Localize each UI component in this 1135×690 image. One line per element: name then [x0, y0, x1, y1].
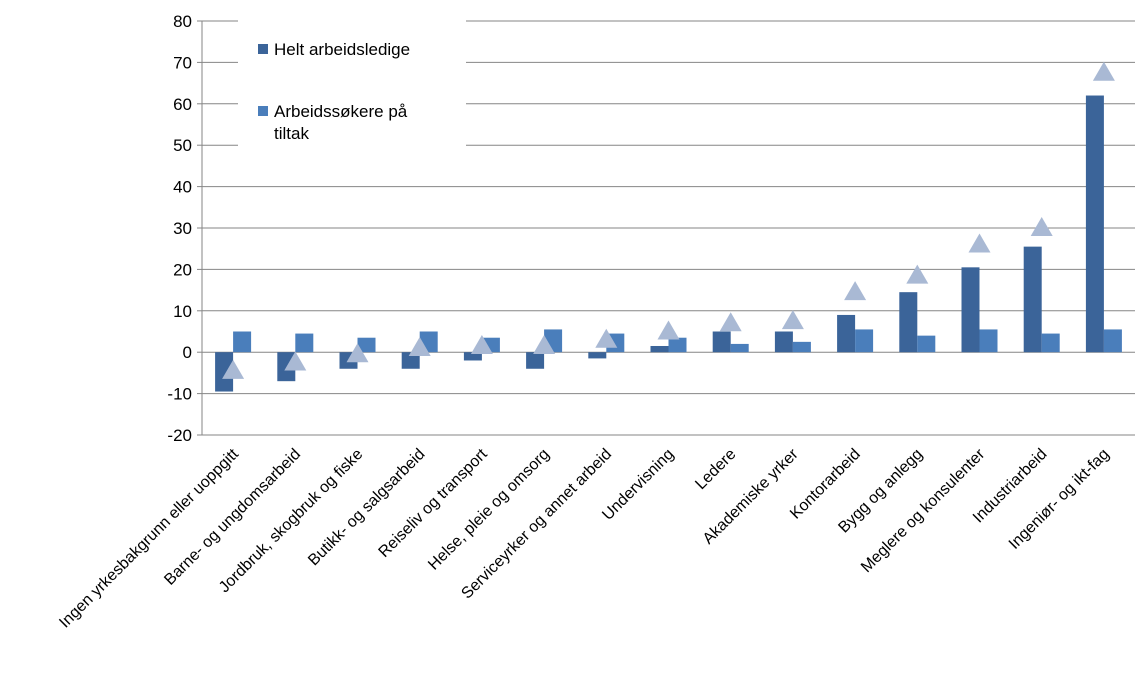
triangle-marker: [595, 328, 618, 348]
bar-helt-arbeidsledige: [215, 352, 234, 392]
bar-arbeidssokere-pa-tiltak: [668, 337, 687, 353]
triangle-marker: [284, 351, 307, 371]
y-tick-label: 30: [173, 219, 192, 238]
legend-label-tiltak: Arbeidssøkere på tiltak: [274, 102, 412, 143]
bar-helt-arbeidsledige: [526, 352, 545, 369]
bar-arbeidssokere-pa-tiltak: [917, 335, 936, 353]
y-tick-label: 0: [183, 343, 192, 362]
x-category-label: Butikk- og salgsarbeid: [305, 446, 428, 569]
triangle-marker: [781, 310, 804, 330]
bar-helt-arbeidsledige: [588, 352, 607, 359]
y-tick-label: -10: [167, 385, 192, 404]
y-tick-label: 20: [173, 260, 192, 279]
bar-helt-arbeidsledige: [463, 352, 482, 361]
legend: Helt arbeidsledige Arbeidssøkere på tilt…: [238, 20, 466, 170]
legend-label-tiltak-line2: tiltak: [274, 124, 309, 143]
bar-helt-arbeidsledige: [1085, 95, 1104, 353]
triangle-marker: [1030, 217, 1053, 236]
y-tick-label: 40: [173, 178, 192, 197]
y-axis: -20 -10 0 10 20 30 40 50 60 70 80: [167, 12, 203, 445]
bar-arbeidssokere-pa-tiltak: [295, 333, 314, 353]
triangle-marker: [222, 359, 245, 379]
triangle-marker: [470, 334, 493, 354]
y-tick-label: 80: [173, 12, 192, 31]
bar-arbeidssokere-pa-tiltak: [979, 329, 998, 353]
x-category-label: Helse, pleie og omsorg: [425, 446, 553, 574]
triangle-marker: [719, 312, 742, 332]
y-tick-label: -20: [167, 426, 192, 445]
bar-arbeidssokere-pa-tiltak: [1103, 329, 1122, 353]
bar-arbeidssokere-pa-tiltak: [357, 337, 376, 353]
legend-label-tiltak-line1: Arbeidssøkere på: [274, 102, 408, 121]
y-tick-label: 10: [173, 302, 192, 321]
bar-arbeidssokere-pa-tiltak: [730, 343, 749, 353]
bar-helt-arbeidsledige: [401, 352, 420, 369]
bar-arbeidssokere-pa-tiltak: [233, 331, 252, 353]
triangle-marker: [1092, 61, 1115, 81]
triangle-marker: [844, 281, 867, 301]
bar-arbeidssokere-pa-tiltak: [1041, 333, 1060, 353]
bar-arbeidssokere-pa-tiltak: [855, 329, 874, 353]
legend-swatch-helt: [258, 44, 268, 54]
x-category-label: Reiseliv og transport: [376, 445, 492, 561]
triangle-marker: [533, 334, 556, 354]
x-category-label: Meglere og konsulenter: [858, 445, 989, 576]
x-axis-labels: Ingen yrkesbakgrunn eller uoppgittBarne-…: [56, 445, 1112, 631]
bar-helt-arbeidsledige: [1023, 246, 1042, 353]
bar-helt-arbeidsledige: [899, 292, 918, 353]
y-tick-label: 50: [173, 136, 192, 155]
y-tick-label: 70: [173, 53, 192, 72]
x-category-label: Ledere: [692, 446, 739, 493]
triangle-marker: [657, 320, 680, 340]
legend-swatch-tiltak: [258, 106, 268, 116]
bar-helt-arbeidsledige: [774, 331, 793, 353]
bar-helt-arbeidsledige: [837, 314, 856, 353]
triangle-marker: [346, 343, 369, 363]
bar-helt-arbeidsledige: [712, 331, 731, 353]
triangle-markers: [222, 61, 1115, 379]
legend-background: [238, 20, 466, 170]
legend-label-helt: Helt arbeidsledige: [274, 40, 410, 59]
bar-helt-arbeidsledige: [961, 267, 980, 353]
y-tick-label: 60: [173, 95, 192, 114]
triangle-marker: [906, 264, 929, 284]
bar-arbeidssokere-pa-tiltak: [792, 341, 811, 353]
triangle-marker: [408, 337, 431, 357]
triangle-marker: [968, 233, 991, 253]
bar-helt-arbeidsledige: [650, 345, 669, 353]
